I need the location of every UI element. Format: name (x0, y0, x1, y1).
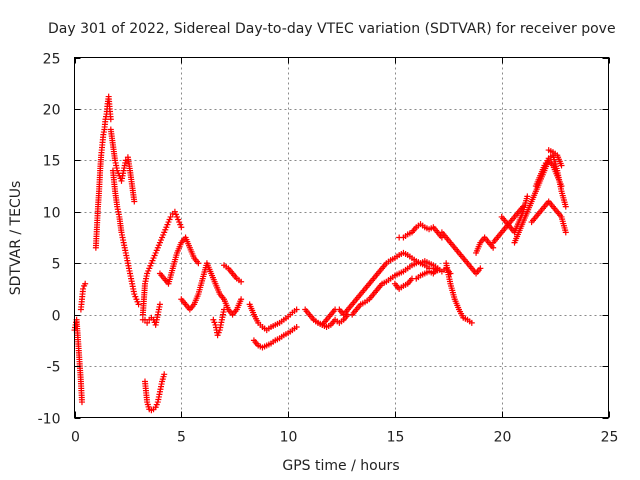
x-tick-label: 0 (71, 430, 80, 446)
x-tick-label: 25 (601, 430, 619, 446)
y-tick-label: 10 (43, 206, 61, 222)
y-tick-label: -10 (38, 412, 61, 428)
y-tick-label: 20 (43, 103, 61, 119)
x-tick-label: 5 (177, 430, 186, 446)
y-tick-label: -5 (47, 360, 61, 376)
data-point (131, 198, 138, 205)
x-tick-label: 10 (280, 430, 298, 446)
data-point (82, 280, 89, 287)
data-point (107, 116, 114, 123)
plot-frame (74, 57, 609, 418)
y-tick-labels: -10 -5 0 5 10 15 20 25 (38, 52, 61, 428)
data-point (178, 224, 185, 231)
data-point (293, 323, 300, 330)
data-point (161, 371, 168, 378)
data-point (490, 244, 497, 251)
x-tick-label: 15 (387, 430, 405, 446)
data-point (221, 306, 228, 313)
data-point (562, 203, 569, 210)
data-point (135, 301, 142, 308)
data-point (78, 399, 85, 406)
data-point (238, 296, 245, 303)
y-tick-label: 15 (43, 154, 61, 170)
data-point (144, 319, 151, 326)
data-point (156, 301, 163, 308)
x-tick-labels: 0 5 10 15 20 25 (71, 430, 618, 446)
grid (74, 57, 609, 418)
data-point (524, 193, 531, 200)
y-tick-label: 25 (43, 52, 61, 68)
data-point (468, 319, 475, 326)
data-point (558, 162, 565, 169)
data-point (562, 229, 569, 236)
chart-title: Day 301 of 2022, Sidereal Day-to-day VTE… (48, 21, 616, 37)
data-point (167, 213, 174, 220)
data-marks (71, 93, 569, 414)
data-point (293, 306, 300, 313)
axis-ticks (74, 57, 610, 419)
data-point (238, 278, 245, 285)
y-tick-label: 5 (52, 257, 61, 273)
y-axis-label: SDTVAR / TECUs (8, 181, 24, 296)
data-point (80, 285, 87, 292)
y-tick-label: 0 (52, 309, 61, 325)
data-point (195, 260, 202, 267)
x-tick-label: 20 (494, 430, 512, 446)
x-axis-label: GPS time / hours (282, 458, 399, 474)
data-point (477, 265, 484, 272)
